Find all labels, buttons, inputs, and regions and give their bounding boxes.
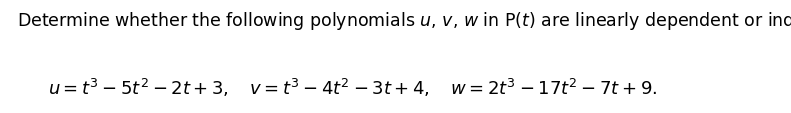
Text: Determine whether the following polynomials $u$, $v$, $w$ in P($t$) are linearly: Determine whether the following polynomi…	[17, 10, 791, 32]
Text: $u = t^3 - 5t^2 - 2t + 3, \quad v = t^3 - 4t^2 - 3t + 4, \quad w = 2t^3 - 17t^2 : $u = t^3 - 5t^2 - 2t + 3, \quad v = t^3 …	[48, 76, 657, 98]
